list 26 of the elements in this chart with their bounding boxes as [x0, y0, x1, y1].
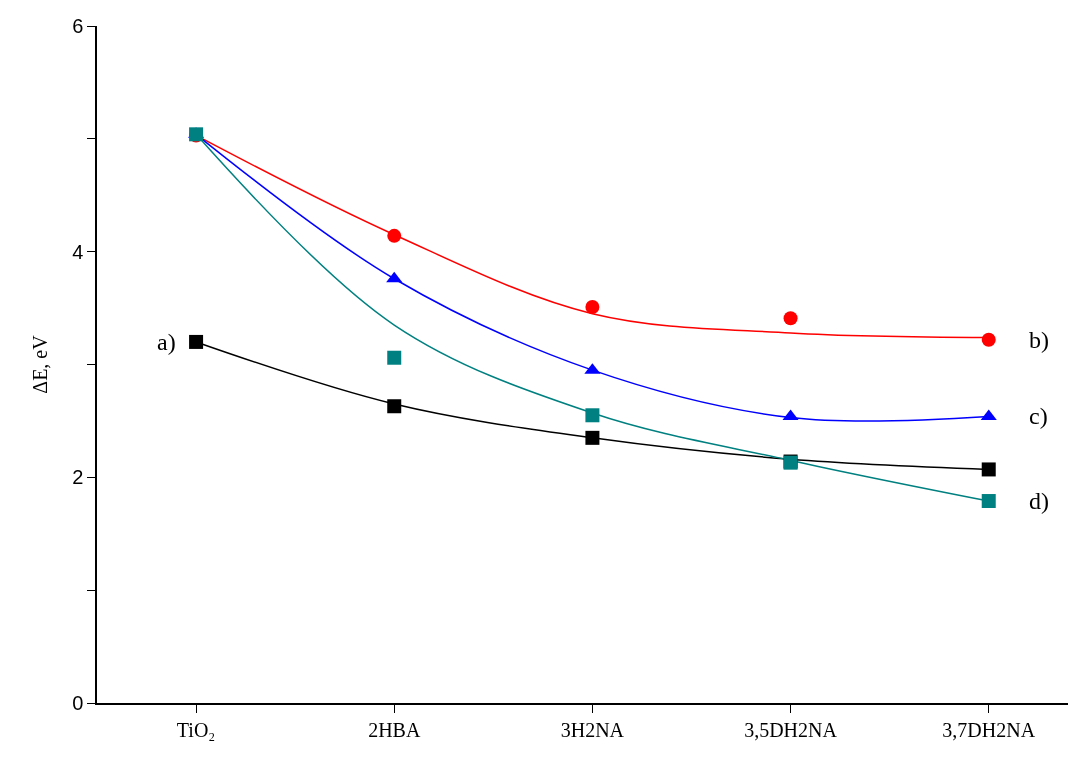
annotation: d) — [1029, 488, 1049, 514]
annotation: c) — [1029, 403, 1048, 429]
point — [387, 399, 402, 414]
y-tick-label: 4 — [72, 240, 84, 263]
x-tick-label: TiO₂ — [176, 718, 216, 741]
x-tick-label: 3H2NA — [560, 718, 625, 741]
y-tick-label: 2 — [72, 466, 84, 489]
annotation: a) — [157, 329, 176, 355]
y-tick-label: 0 — [72, 692, 84, 714]
point — [189, 334, 204, 349]
point — [386, 271, 403, 283]
point — [981, 332, 996, 347]
point — [981, 462, 996, 477]
annotation: b) — [1029, 327, 1049, 353]
x-tick-label: 3,7DH2NA — [942, 718, 1036, 741]
point — [585, 430, 600, 445]
point — [387, 350, 402, 365]
y-tick-label: 6 — [72, 15, 84, 37]
point — [387, 228, 402, 243]
x-tick-label: 3,5DH2NA — [744, 718, 838, 741]
x-tick-label: 2HBA — [368, 718, 421, 741]
point — [585, 408, 600, 423]
point — [783, 311, 798, 326]
point — [585, 299, 600, 314]
y-axis-title: ΔE, eV — [28, 334, 51, 394]
point — [981, 494, 996, 509]
